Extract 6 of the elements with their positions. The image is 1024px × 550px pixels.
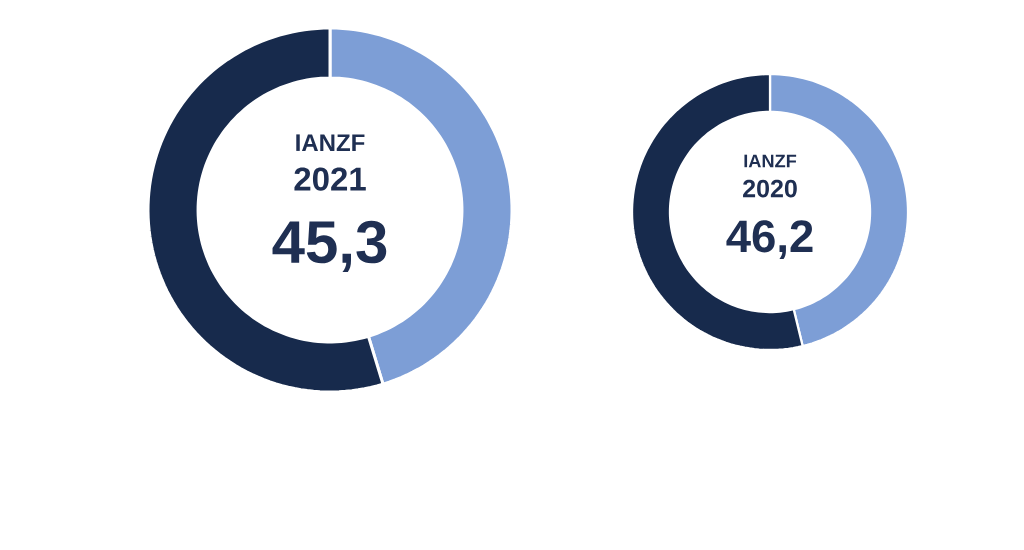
text: IANZF — [296, 134, 365, 151]
text: 2020 — [743, 179, 797, 198]
text: IANZF — [744, 154, 797, 168]
text: 2021 — [294, 167, 366, 191]
text: 45,3 — [272, 220, 387, 272]
text: 46,2 — [726, 220, 813, 259]
